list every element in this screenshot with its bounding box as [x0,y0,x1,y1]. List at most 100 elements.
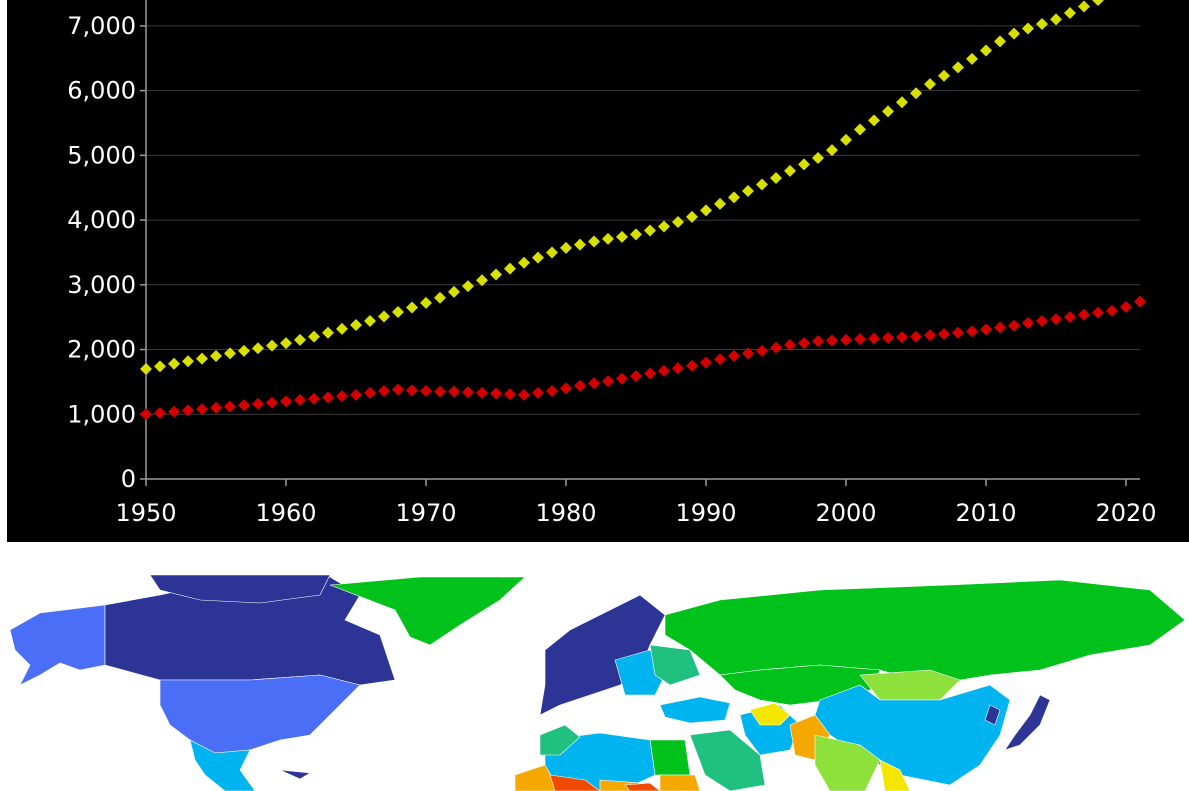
map-region-mexico [189,739,256,791]
map-region-greenland [329,576,526,646]
data-point [868,332,880,345]
data-point [798,158,810,171]
x-tick-label: 1970 [395,499,456,527]
data-point [728,191,740,204]
data-point [434,385,446,398]
data-point [714,353,726,366]
data-point [224,347,236,360]
data-point [546,246,558,259]
data-point [700,356,712,369]
data-point [434,291,446,304]
data-point [392,383,404,396]
data-point [644,367,656,380]
data-point [518,256,530,269]
data-point [742,347,754,360]
data-point [280,395,292,408]
data-point [966,325,978,338]
data-point [490,387,502,400]
data-point [728,350,740,363]
map-region-egypt [649,739,691,776]
data-point [658,220,670,233]
map-region-alaska [9,604,106,686]
world-map [0,575,1189,791]
data-point [630,228,642,241]
map-region-russia [664,579,1186,686]
data-point [490,268,502,281]
data-point [210,401,222,414]
data-point [784,339,796,352]
y-tick-label: 0 [121,465,136,493]
data-point [994,321,1006,334]
map-region-japan [1004,694,1051,751]
map-region-turkey [659,696,731,724]
data-point [742,184,754,197]
data-point [840,133,852,146]
data-point [322,326,334,339]
y-tick-label: 5,000 [67,141,136,169]
data-point [588,377,600,390]
map-region-morocco [539,724,581,756]
y-tick-label: 3,000 [67,271,136,299]
data-point [672,216,684,229]
data-point [1134,295,1146,308]
map-region-china [814,684,1011,786]
data-point [1036,17,1048,30]
y-tick-label: 4,000 [67,206,136,234]
data-point [602,232,614,245]
data-point [854,123,866,136]
data-point [1064,6,1076,19]
data-point [378,384,390,397]
data-point [252,342,264,355]
map-region-southeast-asia [879,759,911,791]
data-point [294,333,306,346]
map-region-mongolia [859,669,961,701]
data-point [896,96,908,109]
world-map-graphic [9,575,1186,791]
data-point [560,241,572,254]
data-point [1120,300,1132,313]
data-point [770,341,782,354]
data-point [336,390,348,403]
x-tick-labels: 1950 1960 1970 1980 1990 2000 2010 2020 [115,499,1156,527]
data-point [1022,22,1034,35]
data-point [952,61,964,74]
data-point [616,372,628,385]
data-point [476,386,488,399]
data-point [196,403,208,416]
data-point [980,44,992,57]
data-point [406,301,418,314]
data-point [1050,13,1062,26]
data-point [896,331,908,344]
data-point [644,224,656,237]
data-point [182,404,194,417]
data-point [532,386,544,399]
data-point [812,151,824,164]
data-point [1036,315,1048,328]
data-point [784,164,796,177]
data-point [210,350,222,363]
x-tick-label: 2000 [815,499,876,527]
y-tick-label: 6,000 [67,77,136,105]
y-tick-label: 2,000 [67,336,136,364]
data-point [1008,27,1020,40]
data-point [336,322,348,335]
data-point [1092,0,1104,6]
series-0 [140,0,1104,375]
data-point [798,337,810,350]
data-point [476,274,488,287]
data-point [1050,313,1062,326]
data-point [616,230,628,243]
map-region-sahel-2 [624,782,661,791]
data-point [966,52,978,65]
x-tick-label: 2020 [1095,499,1156,527]
data-point [168,357,180,370]
x-tick-label: 1950 [115,499,176,527]
data-point [924,78,936,91]
data-point [938,69,950,82]
data-point [140,408,152,421]
population-scatter-chart: 0 1,000 2,000 3,000 4,000 5,000 6,000 7,000 195… [67,0,1157,527]
data-point [658,364,670,377]
data-point [938,328,950,341]
axes [140,0,1140,486]
data-point [812,335,824,348]
